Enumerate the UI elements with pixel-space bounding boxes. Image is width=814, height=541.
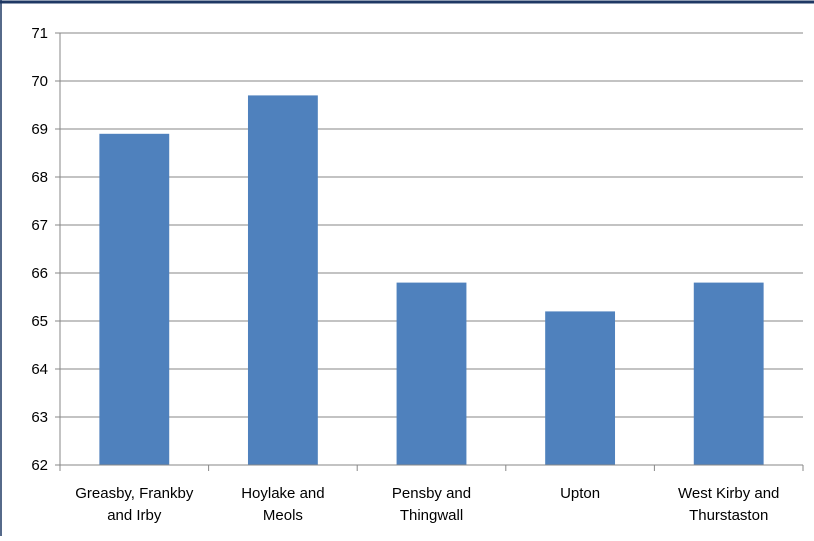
x-tick-label: West Kirby and Thurstaston	[678, 485, 779, 524]
y-tick-label: 70	[31, 73, 48, 90]
y-tick-label: 68	[31, 169, 48, 186]
y-tick-label: 69	[31, 121, 48, 138]
bars	[99, 95, 764, 466]
bar	[99, 133, 170, 466]
y-tick-label: 71	[31, 25, 48, 42]
y-tick-label: 67	[31, 217, 48, 234]
y-tick-label: 65	[31, 313, 48, 330]
axes	[55, 32, 804, 471]
x-tick-labels: Greasby, Frankby and Irby Hoylake and Meols…	[75, 485, 779, 524]
bar	[693, 282, 764, 465]
bar	[396, 282, 467, 465]
x-tick-label: Greasby, Frankby and Irby	[75, 485, 194, 524]
x-tick-label: Upton	[560, 485, 600, 502]
x-tick-label: Pensby and Thingwall	[392, 485, 471, 524]
x-tick-label: Hoylake and Meols	[241, 485, 324, 524]
bar	[545, 311, 616, 465]
y-tick-label: 66	[31, 265, 48, 282]
y-tick-labels: 62 63 64 65 66 67 68 69 70 71	[31, 25, 48, 474]
bar	[247, 95, 318, 466]
y-tick-label: 64	[31, 361, 48, 378]
y-tick-label: 63	[31, 409, 48, 426]
y-tick-label: 62	[31, 457, 48, 474]
